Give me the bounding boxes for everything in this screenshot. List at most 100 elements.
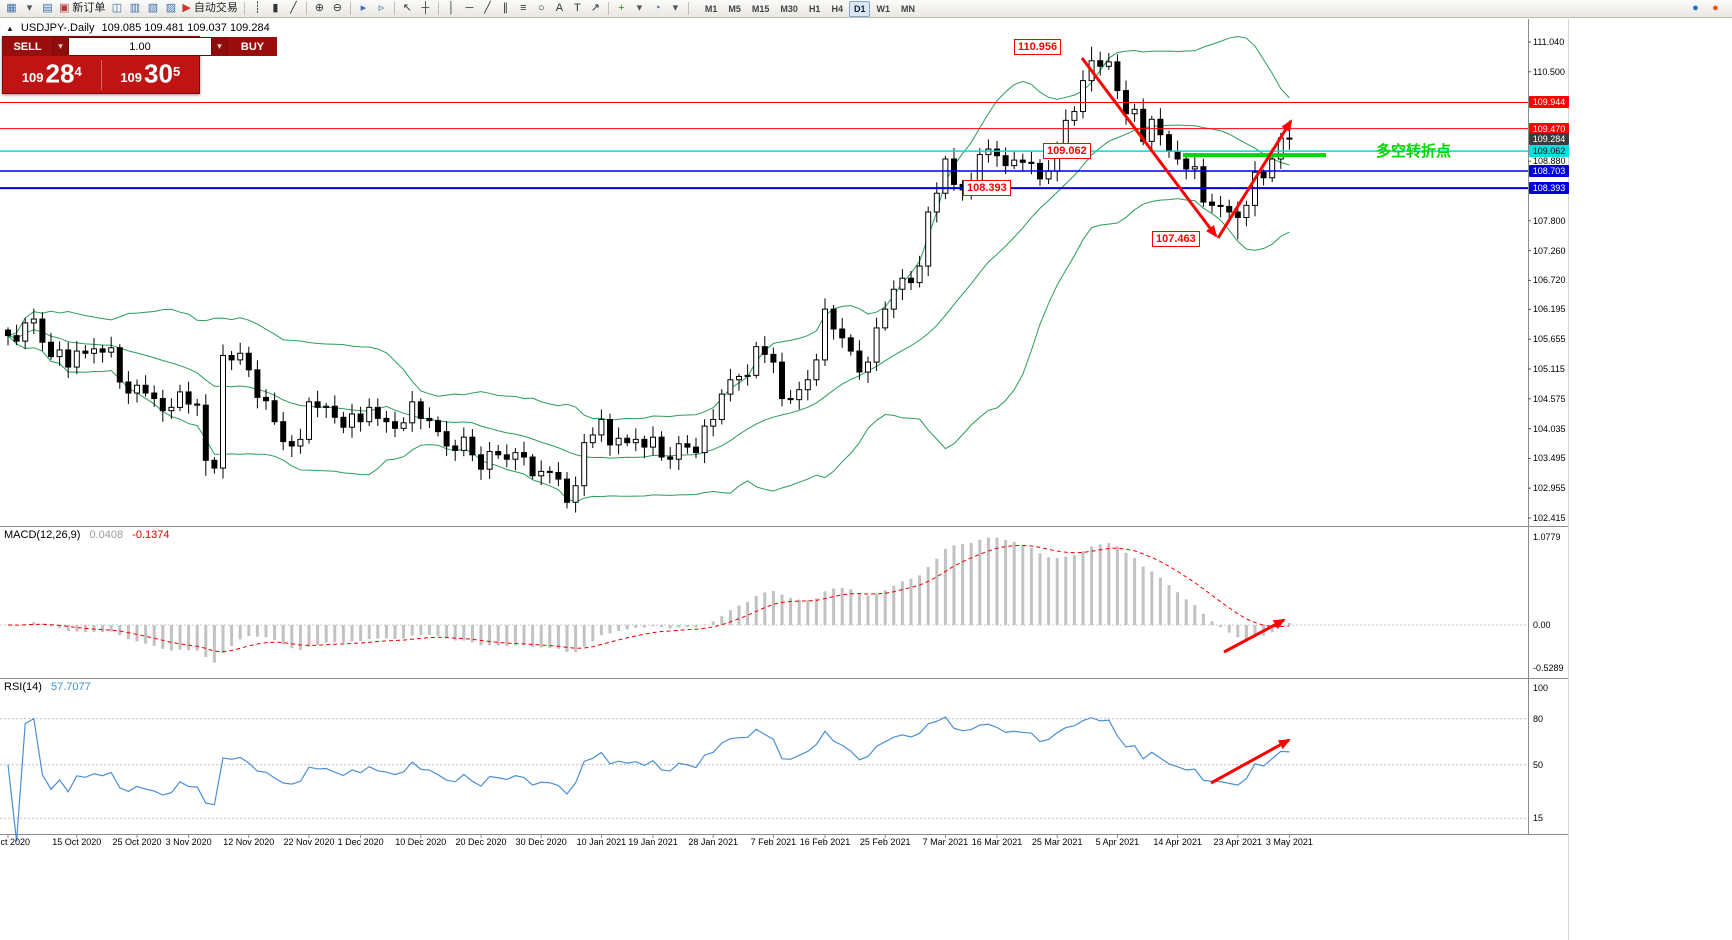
arrows-tool-icon[interactable]: ↗ <box>590 2 600 14</box>
timeframe-h4[interactable]: H4 <box>831 3 843 14</box>
time-axis-label: 3 May 2021 <box>1265 837 1313 847</box>
terminal-icon[interactable]: ▨ <box>165 2 177 14</box>
zoom-out-icon[interactable]: ⊖ <box>332 2 342 14</box>
timeframe-mn[interactable]: MN <box>900 3 915 14</box>
timeframe-h1[interactable]: H1 <box>808 3 821 14</box>
sell-button[interactable]: SELL <box>3 37 53 56</box>
macd-label: MACD(12,26,9) 0.0408 -0.1374 <box>4 529 170 541</box>
toolbar-separator <box>393 2 395 15</box>
horizontal-level-lines[interactable] <box>0 101 1528 190</box>
fibonacci-icon[interactable]: ≡ <box>520 2 527 14</box>
channel-icon[interactable]: ∥ <box>502 2 509 14</box>
horizontal-line-icon[interactable]: ─ <box>465 2 474 14</box>
timeframe-m1[interactable]: M1 <box>704 3 718 14</box>
time-axis-label: 10 Jan 2021 <box>576 837 627 847</box>
rsi-name: RSI(14) <box>4 681 42 693</box>
time-axis-label: 25 Oct 2020 <box>112 837 162 847</box>
timeframe-buttons: M1 M5 M15 M30 H1 H4 D1 W1 MN <box>700 0 920 17</box>
auto-trading-button[interactable]: ▶ 自动交易 <box>182 2 238 14</box>
cursor-icon[interactable]: ↖ <box>402 2 412 14</box>
price-axis[interactable]: 111.040 110.500 108.880 107.800 107.260 106.7… <box>1529 0 1569 940</box>
price-badge-109-944: 109.944 <box>1529 96 1569 109</box>
line-chart-icon[interactable]: ╱ <box>290 2 297 14</box>
toolbar-separator <box>687 2 689 15</box>
indicators-dropdown-icon[interactable]: ▾ <box>636 2 643 14</box>
timeframe-w1[interactable]: W1 <box>876 3 890 14</box>
zoom-in-icon[interactable]: ⊕ <box>314 2 324 14</box>
text-label-icon[interactable]: T <box>574 2 581 14</box>
candlestick-chart-icon[interactable]: ▮ <box>272 2 279 14</box>
price-axis-tick: 105.655 <box>1533 334 1566 345</box>
volume-input[interactable] <box>68 37 212 56</box>
buy-button[interactable]: BUY <box>227 37 277 56</box>
vertical-line-icon[interactable]: │ <box>447 2 455 14</box>
time-axis-label: 7 Feb 2021 <box>750 837 797 847</box>
bar-chart-icon[interactable]: ┊ <box>254 2 261 14</box>
timeframe-d1[interactable]: D1 <box>848 0 871 17</box>
toolbar-separator <box>349 2 351 15</box>
price-axis-tick: 106.195 <box>1533 304 1566 315</box>
sell-price[interactable]: 109284 <box>3 53 101 96</box>
price-axis-tick: 111.040 <box>1533 37 1565 47</box>
sell-dropdown-icon[interactable]: ▾ <box>53 37 68 56</box>
price-axis-tick: 104.035 <box>1533 423 1566 434</box>
shapes-icon[interactable]: ○ <box>538 2 545 14</box>
price-badge-108-703: 108.703 <box>1529 164 1569 177</box>
templates-dropdown-icon[interactable]: ▾ <box>672 2 679 14</box>
time-axis-label: 12 Nov 2020 <box>223 837 275 847</box>
price-label-109-062[interactable]: 109.062 <box>1043 143 1091 160</box>
text-icon[interactable]: A <box>555 2 564 14</box>
timeframe-m5[interactable]: M5 <box>728 3 741 14</box>
chart-dropdown-icon[interactable]: ▾ <box>26 2 33 14</box>
buy-price[interactable]: 109305 <box>102 53 200 96</box>
navigator-icon[interactable]: ▧ <box>147 2 159 14</box>
time-axis-label: 30 Dec 2020 <box>515 837 567 847</box>
price-label-107-463[interactable]: 107.463 <box>1152 231 1200 248</box>
notification-icon[interactable]: ● <box>1712 2 1719 14</box>
timeframe-m15[interactable]: M15 <box>751 3 770 14</box>
new-chart-icon[interactable]: ▦ <box>6 2 17 14</box>
price-axis-tick: 102.415 <box>1533 513 1566 523</box>
time-axis-label: 25 Mar 2021 <box>1031 837 1083 847</box>
period-clock-icon[interactable]: ◔ <box>654 2 661 14</box>
price-axis-tick: 108.880 <box>1533 156 1566 167</box>
chart-shift-icon[interactable]: ▹ <box>378 2 385 14</box>
price-badge-108-393: 108.393 <box>1529 182 1569 195</box>
price-badge-109-284: 109.284 <box>1529 132 1569 145</box>
price-axis-tick: 102.955 <box>1533 483 1566 494</box>
new-order-button[interactable]: ▣ 新订单 <box>59 2 106 14</box>
timeframe-m30[interactable]: M30 <box>780 3 798 14</box>
price-label-110-956[interactable]: 110.956 <box>1014 38 1062 55</box>
price-axis-tick: 103.495 <box>1533 453 1566 464</box>
rsi-axis-label: 50 <box>1533 759 1544 770</box>
price-label-108-393[interactable]: 108.393 <box>963 180 1011 197</box>
one-click-trading-panel: SELL ▾ ▾ BUY 109284 109305 <box>2 36 277 96</box>
indicators-icon[interactable]: + <box>618 2 625 14</box>
time-axis-label: 25 Feb 2021 <box>859 837 911 847</box>
profiles-icon[interactable]: ▤ <box>42 2 53 14</box>
community-icon[interactable]: ● <box>1692 2 1699 14</box>
buy-dropdown-icon[interactable]: ▾ <box>212 37 227 56</box>
bollinger-bands <box>7 36 1290 503</box>
buy-price-point: 5 <box>172 63 181 79</box>
auto-scroll-icon[interactable]: ▸ <box>360 2 367 14</box>
time-axis-label: 1 Dec 2020 <box>337 837 384 847</box>
crosshair-icon[interactable]: ┼ <box>421 2 430 14</box>
time-axis-label: 3 Nov 2020 <box>165 837 212 847</box>
macd-axis-label: 0.00 <box>1533 620 1551 630</box>
time-axis-label: 22 Nov 2020 <box>283 837 335 847</box>
time-axis-label: 16 Feb 2021 <box>799 837 851 847</box>
trend-arrows[interactable] <box>1080 57 1293 785</box>
time-axis-label: 14 Apr 2021 <box>1153 837 1202 847</box>
macd-main-value: 0.0408 <box>89 529 124 541</box>
sell-price-pips: 28 <box>45 58 75 89</box>
trendline-icon[interactable]: ╱ <box>484 2 491 14</box>
data-window-icon[interactable]: ▥ <box>129 2 141 14</box>
pivot-note-text[interactable]: 多空转折点 <box>1376 143 1452 160</box>
market-watch-icon[interactable]: ◫ <box>111 2 123 14</box>
time-axis-label: 20 Dec 2020 <box>455 837 507 847</box>
